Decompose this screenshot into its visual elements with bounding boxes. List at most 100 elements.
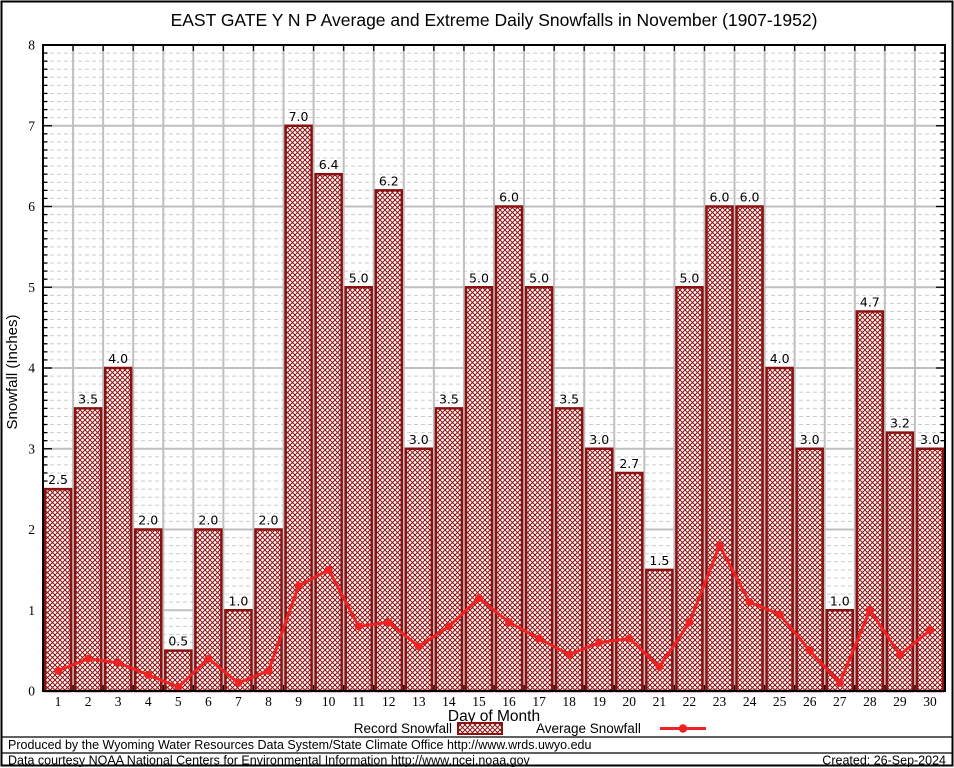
bar-value-label-day-21: 1.5 xyxy=(649,553,669,568)
average-marker-day-25 xyxy=(775,610,784,619)
average-marker-day-21 xyxy=(655,662,664,671)
average-marker-day-19 xyxy=(595,638,604,647)
record-bar-day-14 xyxy=(434,407,464,693)
record-bar-day-4 xyxy=(133,528,163,693)
bar-value-label-day-6: 2.0 xyxy=(198,513,218,528)
average-marker-day-7 xyxy=(234,678,243,687)
x-tick-label-20: 20 xyxy=(623,694,637,709)
bar-value-label-day-27: 1.0 xyxy=(830,593,850,608)
average-marker-day-5 xyxy=(174,682,183,691)
average-marker-day-1 xyxy=(54,666,63,675)
x-tick-label-23: 23 xyxy=(713,694,727,709)
bar-value-label-day-11: 5.0 xyxy=(349,270,369,285)
bar-value-label-day-18: 3.5 xyxy=(559,391,579,406)
y-tick-label-7: 7 xyxy=(28,118,35,133)
x-tick-label-14: 14 xyxy=(442,694,456,709)
bar-value-label-day-4: 2.0 xyxy=(138,513,158,528)
x-tick-label-6: 6 xyxy=(205,694,212,709)
x-tick-label-27: 27 xyxy=(833,694,847,709)
record-bar-day-20 xyxy=(615,471,644,693)
x-tick-label-13: 13 xyxy=(412,694,426,709)
x-tick-label-11: 11 xyxy=(352,694,365,709)
average-marker-day-23 xyxy=(715,541,724,550)
record-bar-day-1 xyxy=(43,487,73,693)
y-tick-label-3: 3 xyxy=(28,441,35,456)
record-bar-day-9 xyxy=(284,124,313,693)
record-bar-day-24 xyxy=(735,205,764,693)
record-bar-day-17 xyxy=(524,286,554,693)
record-bar-day-23 xyxy=(705,205,734,693)
page-title: EAST GATE Y N P Average and Extreme Dail… xyxy=(171,10,818,30)
record-bar-day-21 xyxy=(645,568,674,693)
bar-value-label-day-7: 1.0 xyxy=(228,593,248,608)
average-marker-day-8 xyxy=(264,666,273,675)
bar-value-label-day-19: 3.0 xyxy=(589,432,609,447)
bar-value-label-day-3: 4.0 xyxy=(108,351,128,366)
x-tick-label-16: 16 xyxy=(502,694,516,709)
bar-value-label-day-13: 3.0 xyxy=(409,432,429,447)
x-tick-label-2: 2 xyxy=(85,694,92,709)
average-marker-day-17 xyxy=(535,634,544,643)
record-bar-day-2 xyxy=(73,407,103,693)
x-tick-label-4: 4 xyxy=(145,694,152,709)
y-tick-label-2: 2 xyxy=(28,522,35,537)
bar-value-label-day-26: 3.0 xyxy=(800,432,820,447)
record-bar-day-27 xyxy=(825,609,855,693)
average-marker-day-24 xyxy=(745,598,754,607)
bar-value-label-day-20: 2.7 xyxy=(619,456,639,471)
average-marker-day-30 xyxy=(925,626,934,635)
y-axis-label: Snowfall (Inches) xyxy=(4,314,21,429)
bar-value-label-day-12: 6.2 xyxy=(379,173,399,188)
bar-value-label-day-30: 3.0 xyxy=(920,432,940,447)
x-tick-label-30: 30 xyxy=(923,694,937,709)
footer-produced-by: Produced by the Wyoming Water Resources … xyxy=(8,738,592,752)
y-tick-label-1: 1 xyxy=(28,603,35,618)
average-marker-day-29 xyxy=(895,650,904,659)
x-tick-label-18: 18 xyxy=(562,694,576,709)
average-marker-day-4 xyxy=(144,670,153,679)
bar-value-label-day-16: 6.0 xyxy=(499,190,519,205)
average-marker-day-9 xyxy=(294,582,303,591)
average-marker-day-28 xyxy=(865,606,874,615)
bar-value-label-day-23: 6.0 xyxy=(710,190,730,205)
plot-frame xyxy=(42,44,946,692)
average-marker-day-16 xyxy=(505,618,514,627)
y-tick-label-6: 6 xyxy=(28,199,35,214)
x-tick-label-25: 25 xyxy=(773,694,787,709)
x-tick-label-19: 19 xyxy=(592,694,606,709)
x-tick-label-8: 8 xyxy=(265,694,272,709)
bar-value-label-day-9: 7.0 xyxy=(289,109,309,124)
bar-value-label-day-22: 5.0 xyxy=(679,270,699,285)
bar-value-label-day-5: 0.5 xyxy=(168,634,188,649)
record-bar-day-16 xyxy=(494,205,524,693)
plot-area: 2.5 3.5 4.0 2.0 0.5 2.0 1.0 2.0 7.0 6.4 5.0 6.2 3.0 3… xyxy=(28,38,946,709)
record-bar-day-10 xyxy=(314,172,343,693)
x-tick-label-29: 29 xyxy=(893,694,907,709)
x-tick-label-15: 15 xyxy=(472,694,486,709)
average-marker-day-13 xyxy=(414,642,423,651)
record-bar-day-8 xyxy=(254,528,283,693)
average-marker-day-26 xyxy=(805,646,814,655)
legend-average-label: Average Snowfall xyxy=(536,721,641,736)
record-bar-day-29 xyxy=(885,431,915,693)
bar-value-label-day-2: 3.5 xyxy=(78,391,98,406)
record-bar-day-12 xyxy=(374,189,404,693)
bar-value-label-day-29: 3.2 xyxy=(890,416,910,431)
bar-value-label-day-17: 5.0 xyxy=(529,270,549,285)
x-tick-label-24: 24 xyxy=(743,694,757,709)
x-tick-label-9: 9 xyxy=(295,694,302,709)
y-tick-label-8: 8 xyxy=(28,38,35,53)
footer: Produced by the Wyoming Water Resources … xyxy=(2,736,952,768)
record-bar-day-3 xyxy=(103,366,133,693)
legend-average-sample xyxy=(660,724,706,733)
legend-record-swatch xyxy=(457,722,503,735)
x-tick-label-22: 22 xyxy=(683,694,697,709)
x-tick-label-7: 7 xyxy=(235,694,242,709)
bar-value-label-day-10: 6.4 xyxy=(319,157,339,172)
bar-value-label-day-25: 4.0 xyxy=(770,351,790,366)
y-tick-label-0: 0 xyxy=(28,684,35,699)
x-tick-label-3: 3 xyxy=(115,694,122,709)
bar-value-label-day-14: 3.5 xyxy=(439,391,459,406)
average-marker-day-11 xyxy=(354,622,363,631)
